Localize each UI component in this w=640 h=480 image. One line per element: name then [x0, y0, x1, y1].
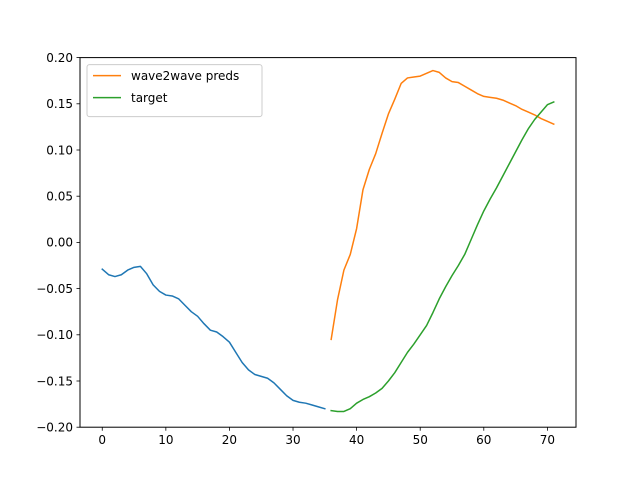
legend-box — [86, 64, 263, 118]
y-tick-label: 0.05 — [46, 190, 73, 204]
x-tick-label: 40 — [349, 433, 364, 447]
y-tick-label: −0.15 — [36, 374, 73, 388]
legend-label: target — [131, 91, 168, 105]
y-tick-label: −0.10 — [36, 328, 73, 342]
x-tick-label: 50 — [413, 433, 428, 447]
x-tick-label: 30 — [285, 433, 300, 447]
x-tick-label: 10 — [158, 433, 173, 447]
y-tick-label: 0.20 — [46, 51, 73, 65]
series-line-target — [330, 100, 555, 413]
y-axis: −0.20 −0.15 −0.10 −0.05 0.00 0.05 0.10 0.15 0.20 — [36, 51, 80, 435]
y-tick-label: 0.00 — [46, 236, 73, 250]
y-tick-label: −0.05 — [36, 282, 73, 296]
x-tick-label: 0 — [98, 433, 106, 447]
x-tick-label: 20 — [222, 433, 237, 447]
y-tick-label: 0.15 — [46, 97, 73, 111]
series-line-wave2wave-preds — [330, 69, 555, 341]
y-tick-label: −0.20 — [36, 421, 73, 435]
series-layer — [101, 69, 555, 413]
y-tick-label: 0.10 — [46, 143, 73, 157]
x-tick-label: 60 — [476, 433, 491, 447]
x-tick-label: 70 — [540, 433, 555, 447]
x-axis: 0 10 20 30 40 50 60 70 — [98, 427, 555, 447]
series-line-history — [101, 265, 326, 410]
legend-label: wave2wave preds — [131, 69, 239, 83]
legend: wave2wave preds target — [86, 64, 263, 118]
